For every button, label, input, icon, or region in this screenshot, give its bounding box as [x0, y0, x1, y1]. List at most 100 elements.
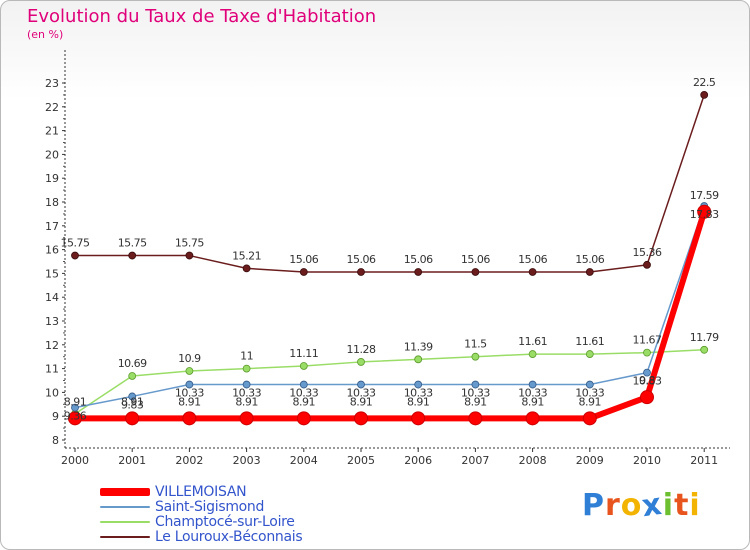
data-label-le-louroux-beconnais: 15.75 [118, 237, 147, 250]
data-label-villemoisan: 8.91 [64, 395, 87, 408]
data-point-villemoisan [468, 411, 483, 426]
data-label-le-louroux-beconnais: 15.06 [575, 253, 604, 266]
data-point-villemoisan [525, 411, 540, 426]
data-label-villemoisan: 8.91 [521, 395, 544, 408]
data-label-villemoisan: 8.91 [121, 395, 144, 408]
data-label-saint-sigismond: 10.83 [633, 375, 662, 388]
legend-label: Le Louroux-Béconnais [155, 528, 303, 545]
data-label-saint-sigismond: 17.83 [690, 208, 719, 221]
logo-letter: i [662, 488, 675, 523]
series-line-saint-sigismond [74, 205, 705, 409]
data-point-saint-sigismond [414, 380, 423, 389]
data-label-saint-sigismond: 10.33 [575, 387, 604, 400]
data-point-champtoce-sur-loire [471, 352, 480, 361]
logo-letter: r [605, 488, 621, 523]
x-tick-label: 2000 [61, 454, 89, 467]
data-label-villemoisan: 8.91 [407, 395, 430, 408]
y-tick-label: 20 [45, 148, 59, 161]
y-tick-label: 13 [45, 315, 59, 328]
data-point-le-louroux-beconnais [471, 268, 480, 276]
data-label-villemoisan: 8.91 [350, 395, 373, 408]
series-line-villemoisan [75, 210, 708, 422]
x-tick-label: 2008 [519, 454, 547, 467]
legend-swatch [100, 535, 150, 538]
data-label-le-louroux-beconnais: 15.75 [61, 237, 90, 250]
legend-item: Champtocé-sur-Loire [100, 513, 302, 530]
x-tick-label: 2009 [576, 454, 604, 467]
data-point-le-louroux-beconnais [528, 268, 537, 276]
legend-swatch [100, 520, 150, 523]
y-tick-label: 18 [45, 196, 59, 209]
data-point-saint-sigismond [528, 380, 537, 389]
y-tick-label: 16 [45, 244, 59, 257]
data-label-saint-sigismond: 10.33 [347, 387, 376, 400]
data-labels-layer: 15.75 15.75 15.75 15.21 15.06 15.06 15.06 15.06… [61, 76, 720, 423]
data-point-le-louroux-beconnais [185, 251, 194, 260]
x-tick-label: 2004 [290, 454, 318, 467]
data-point-villemoisan [697, 204, 712, 219]
x-tick-label: 2007 [461, 454, 489, 467]
legend-item: VILLEMOISAN [100, 483, 302, 500]
data-point-champtoce-sur-loire [128, 372, 137, 380]
data-point-champtoce-sur-loire [242, 364, 251, 373]
data-label-saint-sigismond: 10.33 [461, 387, 490, 400]
legend-label: Champtocé-sur-Loire [155, 513, 295, 530]
y-tick-label: 9 [52, 410, 59, 423]
data-point-champtoce-sur-loire [585, 350, 594, 358]
x-tick-label: 2010 [633, 454, 661, 467]
y-tick-label: 8 [52, 434, 59, 447]
data-label-champtoce-sur-loire: 11.5 [464, 338, 487, 351]
y-tick-label: 15 [45, 267, 59, 280]
y-tick-label: 14 [45, 291, 59, 304]
data-label-champtoce-sur-loire: 11 [240, 350, 253, 363]
data-label-champtoce-sur-loire: 11.39 [404, 340, 433, 353]
data-point-le-louroux-beconnais [585, 268, 594, 276]
data-point-le-louroux-beconnais [643, 260, 651, 269]
data-point-champtoce-sur-loire [357, 358, 365, 366]
data-label-villemoisan: 8.91 [293, 395, 316, 408]
data-label-le-louroux-beconnais: 15.75 [175, 237, 204, 250]
data-point-saint-sigismond [71, 403, 79, 412]
y-tick-label: 21 [45, 125, 59, 138]
data-label-saint-sigismond: 9.83 [121, 398, 144, 411]
data-label-villemoisan: 8.91 [464, 395, 487, 408]
data-point-saint-sigismond [128, 392, 137, 401]
legend-item: Saint-Sigismond [100, 499, 302, 515]
data-point-saint-sigismond [357, 380, 365, 389]
legend-label: VILLEMOISAN [155, 483, 247, 500]
data-point-champtoce-sur-loire [185, 367, 194, 375]
data-label-le-louroux-beconnais: 15.36 [633, 246, 662, 259]
logo-letter: x [640, 486, 666, 525]
data-label-champtoce-sur-loire: 11.79 [690, 331, 719, 344]
data-point-villemoisan [68, 411, 82, 426]
chart-title: Evolution du Taux de Taxe d'Habitation [27, 6, 377, 27]
data-point-villemoisan [125, 411, 140, 426]
y-tick-label: 17 [45, 220, 59, 233]
data-point-le-louroux-beconnais [128, 251, 137, 260]
data-label-champtoce-sur-loire: 11.61 [575, 335, 604, 348]
data-point-saint-sigismond [643, 368, 651, 377]
data-point-champtoce-sur-loire [299, 362, 308, 370]
data-label-champtoce-sur-loire: 11.61 [518, 335, 547, 348]
data-point-villemoisan [296, 411, 311, 426]
proxiti-logo: Proxiti [582, 486, 701, 525]
series-line-le-louroux-beconnais [75, 94, 705, 273]
x-tick-label: 2006 [404, 454, 432, 467]
chart-subtitle: (en %) [27, 28, 64, 41]
data-point-saint-sigismond [242, 380, 251, 389]
data-label-villemoisan: 8.91 [579, 395, 602, 408]
data-label-le-louroux-beconnais: 15.06 [289, 253, 318, 266]
data-label-saint-sigismond: 10.33 [518, 387, 547, 400]
data-point-villemoisan [582, 411, 597, 426]
data-label-saint-sigismond: 10.33 [232, 387, 261, 400]
data-label-champtoce-sur-loire: 11.11 [289, 347, 318, 360]
logo-letter: P [582, 488, 605, 523]
data-label-le-louroux-beconnais: 15.21 [232, 249, 261, 262]
data-label-champtoce-sur-loire: 11.28 [347, 343, 376, 356]
data-point-le-louroux-beconnais [357, 268, 365, 276]
y-tick-label: 11 [45, 363, 59, 376]
data-label-champtoce-sur-loire: 11.67 [633, 334, 662, 347]
x-tick-label: 2002 [175, 454, 203, 467]
